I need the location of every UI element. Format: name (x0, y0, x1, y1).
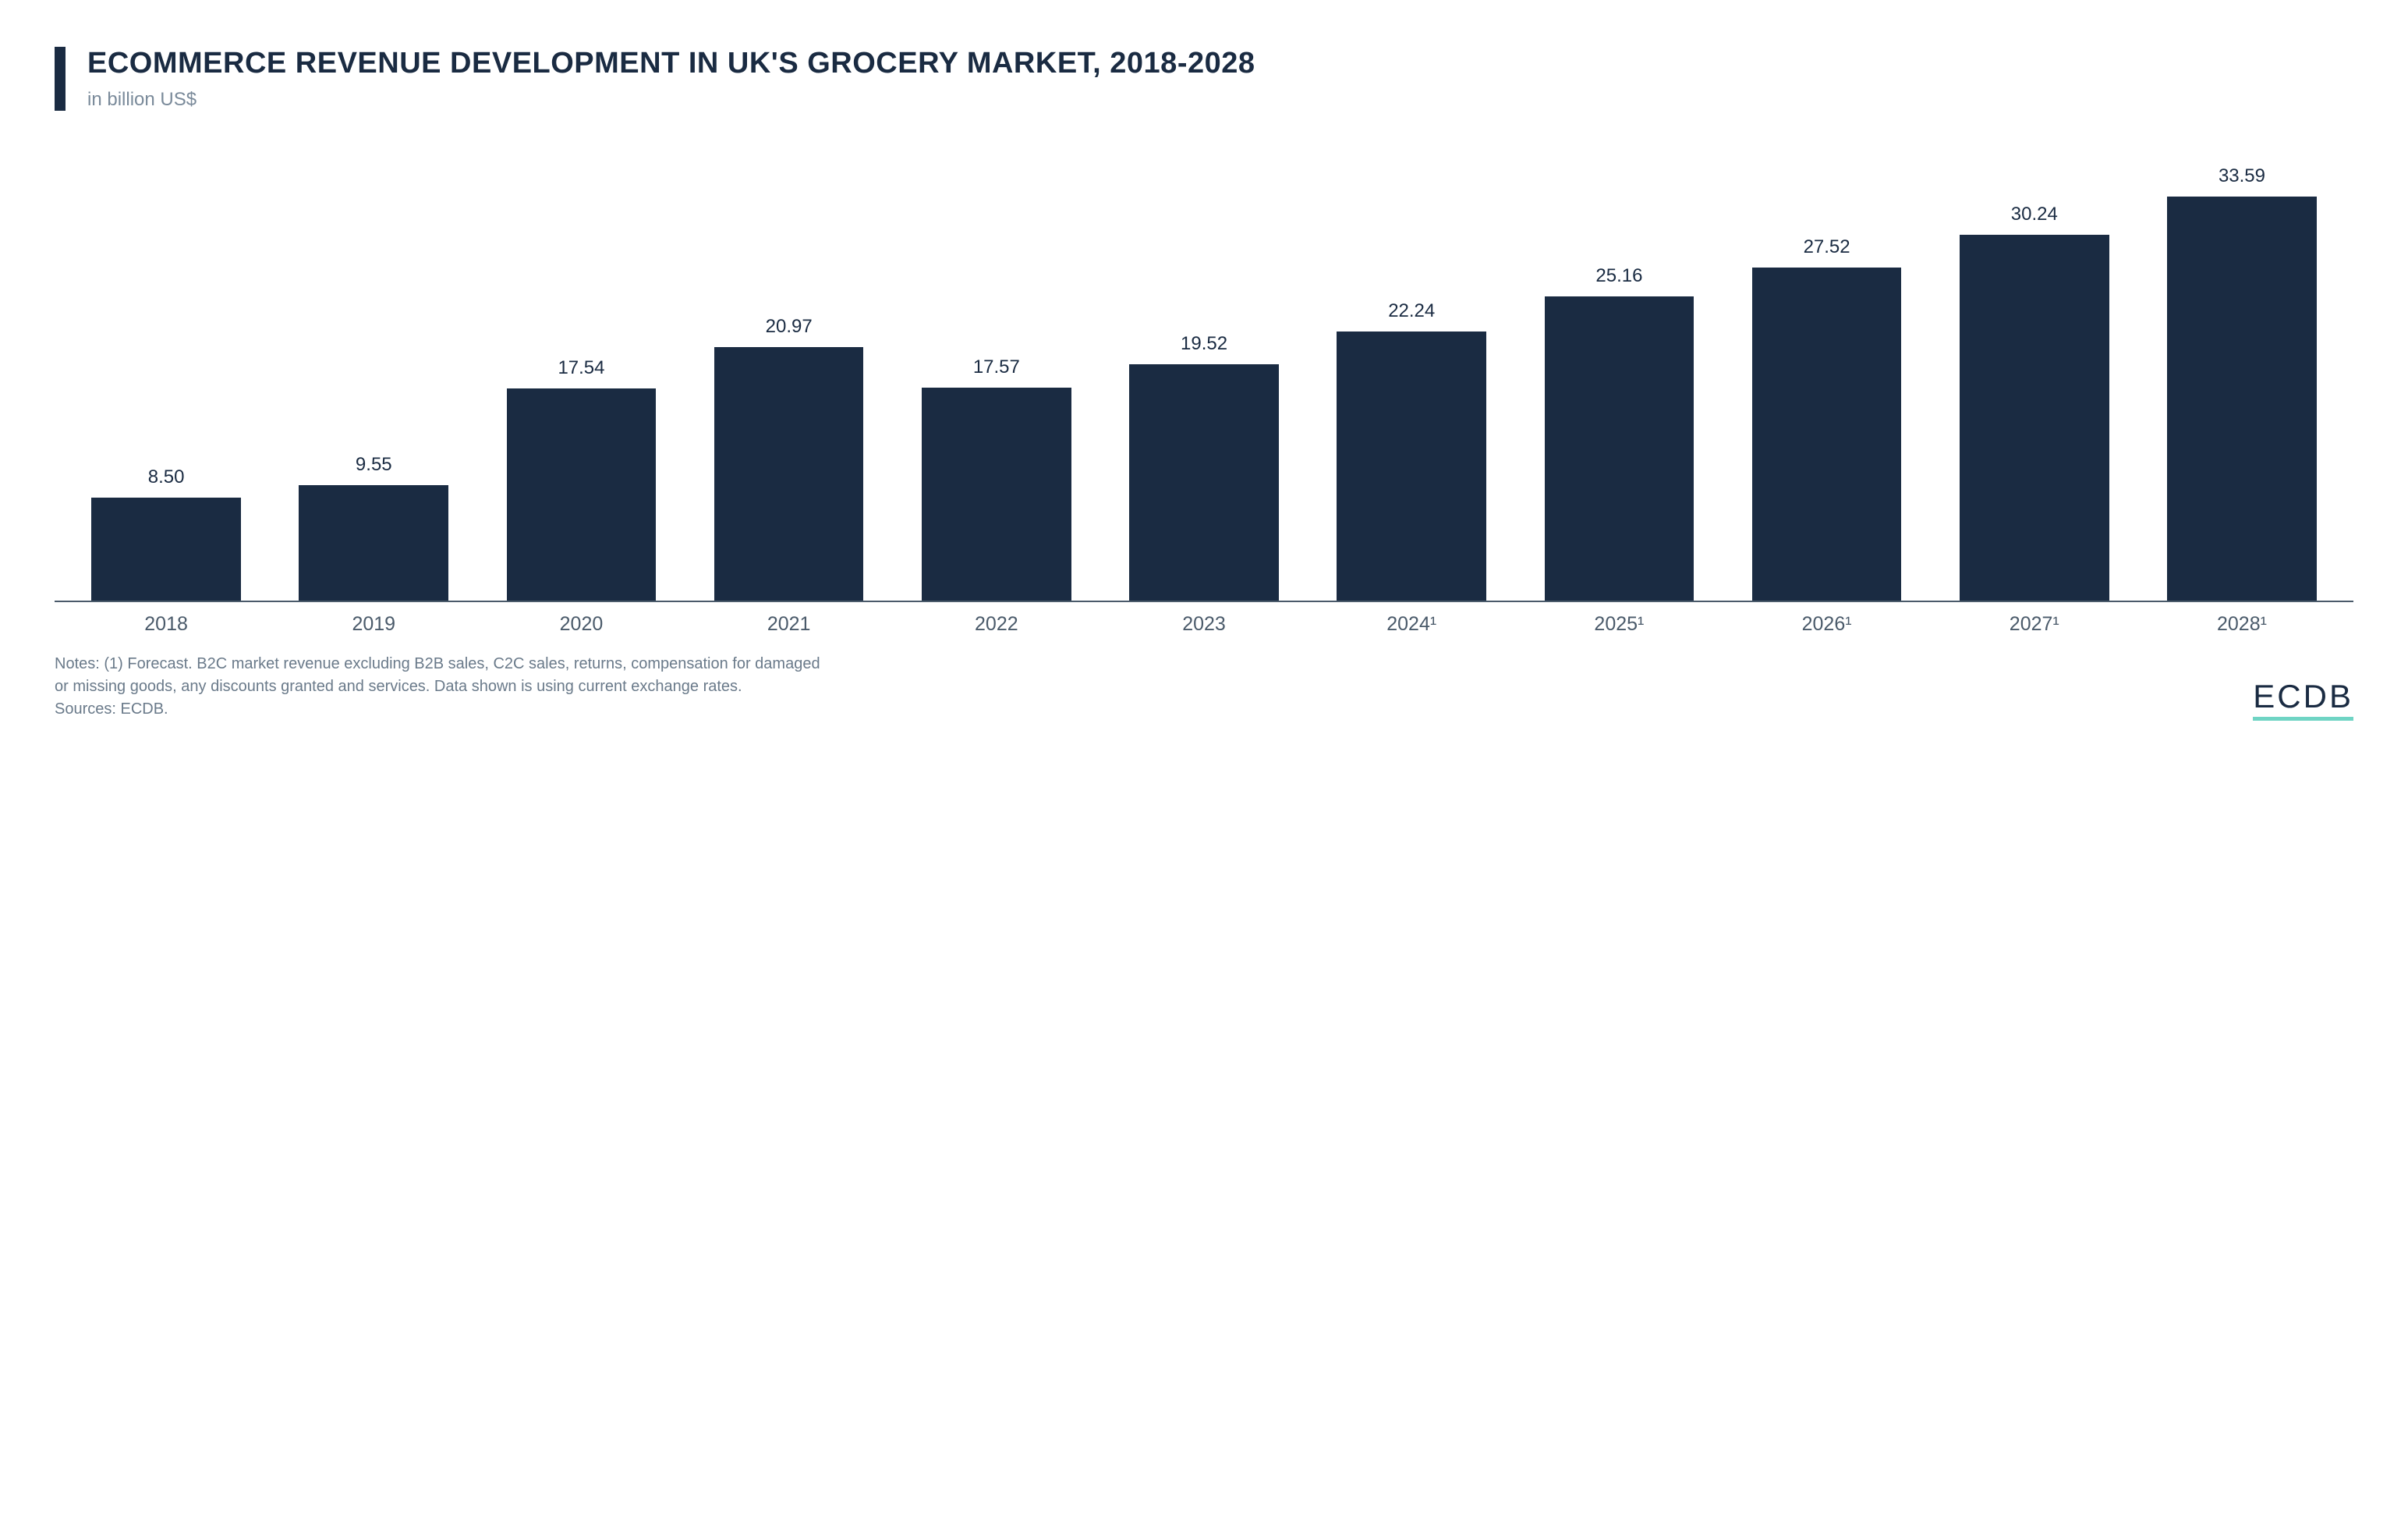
bar-value-label: 33.59 (2219, 165, 2265, 187)
bar-slot: 19.52 (1100, 165, 1308, 601)
bar-value-label: 17.57 (973, 356, 1020, 378)
footer-notes: Notes: (1) Forecast. B2C market revenue … (55, 653, 834, 698)
title-accent-bar (55, 47, 66, 111)
xaxis-label: 2028¹ (2138, 613, 2346, 636)
chart-area: 8.50 9.55 17.54 20.97 17.57 19.52 22.24 25.16 27… (55, 165, 2353, 602)
bar (1545, 296, 1694, 601)
bar-slot: 9.55 (270, 165, 477, 601)
footer-sources: Sources: ECDB. (55, 698, 834, 721)
bar-value-label: 8.50 (148, 466, 185, 488)
xaxis-label: 2027¹ (1931, 613, 2138, 636)
xaxis-label: 2021 (685, 613, 893, 636)
bar-slot: 20.97 (685, 165, 893, 601)
bar-value-label: 25.16 (1595, 265, 1642, 287)
bar (507, 388, 657, 601)
chart-footer: Notes: (1) Forecast. B2C market revenue … (55, 653, 2353, 721)
bar-value-label: 17.54 (558, 357, 604, 379)
bar-value-label: 20.97 (766, 316, 813, 338)
bar-slot: 27.52 (1723, 165, 1931, 601)
bar (1337, 332, 1486, 601)
bar-slot: 8.50 (62, 165, 270, 601)
xaxis-label: 2023 (1100, 613, 1308, 636)
bars-row: 8.50 9.55 17.54 20.97 17.57 19.52 22.24 25.16 27… (55, 165, 2353, 602)
bar-slot: 17.54 (477, 165, 685, 601)
bar-value-label: 27.52 (1804, 236, 1850, 258)
bar-value-label: 19.52 (1181, 333, 1227, 355)
bar (714, 347, 864, 601)
bar (1129, 364, 1279, 601)
xaxis-label: 2025¹ (1515, 613, 1723, 636)
xaxis-label: 2018 (62, 613, 270, 636)
bar-value-label: 22.24 (1388, 300, 1435, 322)
xaxis-label: 2022 (893, 613, 1100, 636)
bar-slot: 22.24 (1308, 165, 1515, 601)
xaxis-row: 2018201920202021202220232024¹2025¹2026¹2… (55, 602, 2353, 636)
bar (91, 498, 241, 601)
xaxis-label: 2019 (270, 613, 477, 636)
xaxis-label: 2024¹ (1308, 613, 1515, 636)
xaxis-label: 2026¹ (1723, 613, 1931, 636)
chart-header: ECOMMERCE REVENUE DEVELOPMENT IN UK'S GR… (55, 47, 2353, 111)
ecdb-logo: ECDB (2253, 678, 2353, 721)
bar (299, 485, 448, 601)
xaxis-label: 2020 (477, 613, 685, 636)
bar-value-label: 30.24 (2011, 204, 2058, 225)
chart-title: ECOMMERCE REVENUE DEVELOPMENT IN UK'S GR… (87, 47, 2353, 81)
bar (2167, 197, 2317, 601)
footer-notes-block: Notes: (1) Forecast. B2C market revenue … (55, 653, 834, 721)
bar (922, 388, 1071, 600)
bar (1960, 235, 2109, 601)
bar (1752, 268, 1902, 601)
bar-slot: 33.59 (2138, 165, 2346, 601)
bar-slot: 17.57 (893, 165, 1100, 601)
title-block: ECOMMERCE REVENUE DEVELOPMENT IN UK'S GR… (87, 47, 2353, 111)
chart-subtitle: in billion US$ (87, 89, 2353, 111)
bar-slot: 30.24 (1931, 165, 2138, 601)
bar-value-label: 9.55 (356, 454, 392, 476)
bar-slot: 25.16 (1515, 165, 1723, 601)
